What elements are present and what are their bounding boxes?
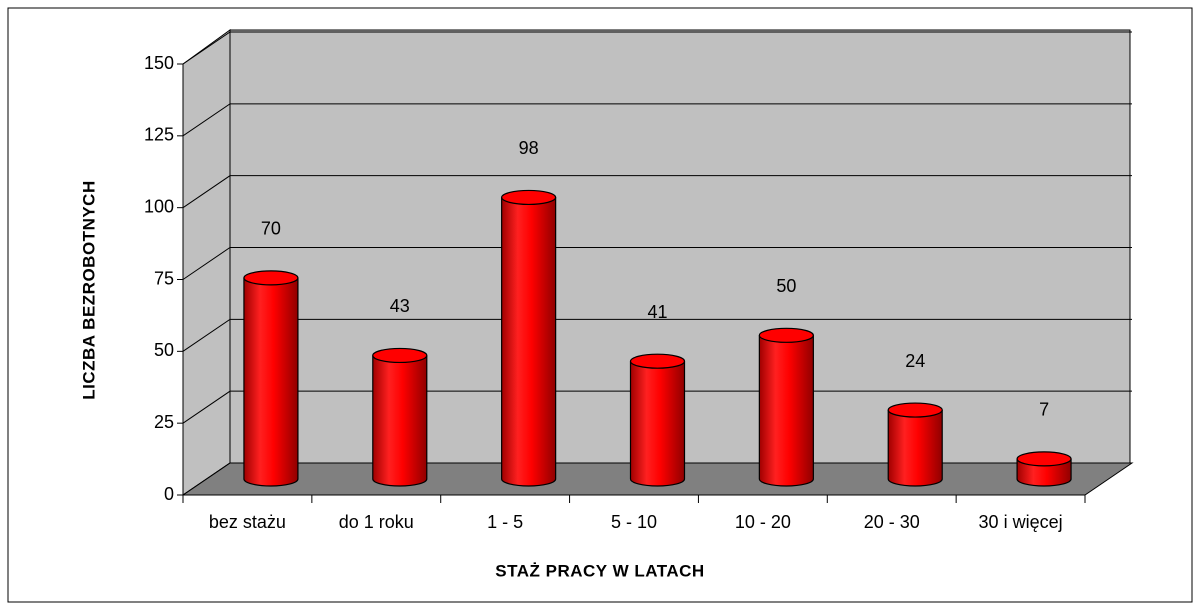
x-tick-label: 10 - 20 <box>735 512 791 532</box>
grid-line <box>182 175 1132 209</box>
x-tick-label: 30 i więcej <box>979 512 1063 532</box>
bar-top <box>501 189 557 206</box>
y-tick-label: 125 <box>144 125 174 145</box>
bar-top <box>243 270 299 286</box>
bar <box>629 361 686 487</box>
grid-line <box>182 462 1132 496</box>
value-label: 24 <box>905 351 925 371</box>
bar-top <box>629 353 686 369</box>
bar <box>501 197 557 487</box>
x-tick-label: 1 - 5 <box>487 512 523 532</box>
x-axis-title: STAŻ PRACY W LATACH <box>495 561 704 580</box>
bar-top <box>1016 451 1072 467</box>
y-axis-title: LICZBA BEZROBOTNYCH <box>79 180 98 399</box>
y-tick-label: 75 <box>154 268 174 288</box>
y-tick-label: 25 <box>154 412 174 432</box>
bar <box>1016 458 1072 487</box>
value-label: 98 <box>519 138 539 158</box>
bar <box>243 277 299 487</box>
grid-line <box>182 31 1132 65</box>
grid-line <box>182 103 1132 137</box>
grid-line <box>182 318 1132 352</box>
bar <box>758 335 814 487</box>
y-tick-label: 50 <box>154 340 174 360</box>
bar-top <box>758 327 814 343</box>
y-tick-label: 150 <box>144 53 174 73</box>
x-tick-label: do 1 roku <box>339 512 414 532</box>
x-tick-label: bez stażu <box>209 512 286 532</box>
bar <box>887 410 943 487</box>
value-label: 7 <box>1039 400 1049 420</box>
grid-line <box>182 390 1132 424</box>
bar-top <box>887 402 943 418</box>
value-label: 70 <box>261 219 281 239</box>
value-label: 41 <box>647 302 667 322</box>
y-tick-label: 100 <box>144 196 174 216</box>
value-label: 43 <box>390 296 410 316</box>
bar <box>372 355 428 487</box>
x-tick-label: 5 - 10 <box>611 512 657 532</box>
bar-top <box>372 347 428 364</box>
x-tick-label: 20 - 30 <box>864 512 920 532</box>
grid-line <box>182 247 1132 280</box>
side-wall <box>182 29 231 496</box>
value-label: 50 <box>776 276 796 296</box>
y-tick-label: 0 <box>164 484 174 504</box>
